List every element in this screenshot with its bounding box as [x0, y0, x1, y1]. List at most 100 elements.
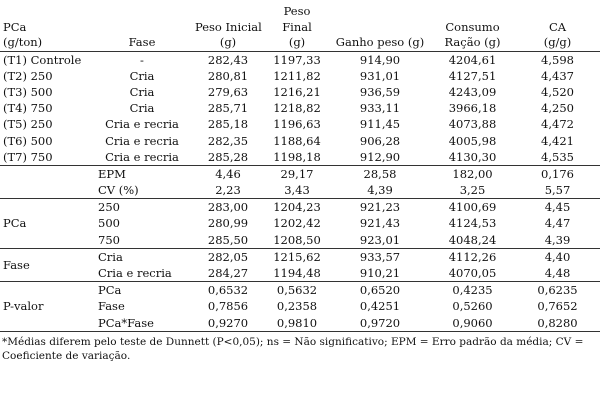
cell: 0,2358 [276, 299, 318, 314]
cell: 921,23 [359, 200, 401, 215]
cell: 4130,30 [430, 148, 515, 166]
section-row: 500 280,99 1202,42 921,43 4124,53 4,47 [0, 215, 600, 231]
header-cell: Fase [92, 4, 192, 52]
cell: 1216,21 [273, 84, 321, 99]
cell: 1204,23 [273, 200, 321, 215]
cell: 4,535 [515, 148, 600, 166]
header-line: Peso Inicial [195, 19, 262, 34]
treatment-row: (T2) 250 Cria 280,81 1211,82 931,01 4127,51 4,… [0, 68, 600, 84]
cell: 3,25 [430, 182, 515, 200]
cell: 1194,48 [264, 264, 330, 283]
cell: 0,6235 [537, 283, 578, 298]
header-cell: CA (g/g) [515, 4, 600, 52]
section-label: PCa [0, 198, 92, 249]
cell: 4,48 [515, 264, 600, 283]
cell: 4,598 [541, 52, 574, 67]
header-line: (g/g) [543, 35, 572, 49]
header-line: Fase [128, 35, 156, 49]
header-line: Ganho peso (g) [335, 35, 425, 49]
cell: CV (%) [92, 182, 192, 200]
header-line: Peso [283, 4, 311, 18]
cell: 936,59 [359, 84, 401, 99]
section-row: Fase Cria 282,05 1215,62 933,57 4112,26 4,40 [0, 248, 600, 283]
cell: 0,7856 [207, 299, 249, 314]
cell: 1196,63 [273, 117, 321, 132]
header-line: (g) [288, 35, 306, 49]
content: PCa (g/ton) Fase Peso Inicial (g) Peso Final (g… [0, 4, 600, 362]
cell: (T2) 250 [3, 68, 53, 83]
cell: 931,01 [359, 68, 401, 83]
cell: 1218,82 [273, 101, 321, 116]
cell: 0,6532 [207, 283, 249, 298]
cell: 1197,33 [273, 52, 321, 67]
cell: Cria e recria [105, 117, 179, 132]
cell: 283,00 [207, 200, 249, 215]
cell: 0,9720 [330, 314, 430, 332]
section-row: Cria e recria 284,27 1194,48 910,21 4070,05 4… [0, 264, 600, 283]
cell: 1198,18 [264, 148, 330, 166]
cell: 285,50 [192, 231, 264, 249]
cell: 0,9060 [430, 314, 515, 332]
header-line: (g) [219, 35, 237, 49]
header-cell: Ganho peso (g) [330, 4, 430, 52]
cell: 0,6520 [359, 283, 401, 298]
header-line: CA [548, 19, 567, 34]
header-cell: PCa (g/ton) [0, 4, 92, 52]
cell: 4127,51 [448, 68, 497, 83]
cell: 1202,42 [273, 216, 321, 231]
cell: PCa [98, 283, 122, 298]
cell: 0,9810 [264, 314, 330, 332]
cell: 28,58 [363, 166, 397, 181]
cell: 4070,05 [430, 264, 515, 283]
cell: 282,05 [207, 249, 249, 264]
cell: 282,35 [207, 133, 249, 148]
section-row: PCa 250 283,00 1204,23 921,23 4100,69 4,45 [0, 198, 600, 249]
cell: 4,46 [215, 166, 241, 181]
cell: 0,5632 [276, 283, 318, 298]
cell: (T4) 750 [3, 101, 53, 116]
footnote: *Médias diferem pelo teste de Dunnett (P… [2, 335, 584, 362]
cell: Fase [98, 299, 125, 314]
cell: Cria e recria [92, 264, 192, 283]
treatment-row: (T1) Controle - 282,43 1197,33 914,90 4204,61… [0, 51, 600, 68]
cell: 4,520 [541, 84, 574, 99]
cell: 1215,62 [273, 249, 321, 264]
cell: 0,8280 [515, 314, 600, 332]
cell: Cria e recria [92, 148, 192, 166]
header-line: Consumo [445, 19, 500, 34]
cell: 923,01 [330, 231, 430, 249]
cell: 500 [98, 216, 120, 231]
cell: (T5) 250 [3, 117, 53, 132]
cell: Cria [129, 84, 155, 99]
treatment-row: (T3) 500 Cria 279,63 1216,21 936,59 4243,09 4,… [0, 84, 600, 100]
cell: 914,90 [359, 52, 401, 67]
cell: (T1) Controle [3, 52, 82, 67]
section-row: EPM 4,46 29,17 28,58 182,00 0,176 [0, 165, 600, 200]
cell: 4,437 [541, 68, 574, 83]
treatment-row: (T5) 250 Cria e recria 285,18 1196,63 911,45… [0, 116, 600, 132]
cell: 0,4251 [359, 299, 401, 314]
cell: 4243,09 [448, 84, 497, 99]
header-cell: Peso Final (g) [264, 4, 330, 52]
header-line: Ração (g) [444, 35, 501, 49]
header-row: PCa (g/ton) Fase Peso Inicial (g) Peso Final (g… [0, 4, 600, 52]
cell: (T6) 500 [3, 133, 53, 148]
cell: 3966,18 [448, 101, 497, 116]
cell: 182,00 [452, 166, 493, 181]
cell: Cria e recria [105, 133, 179, 148]
cell: 910,21 [330, 264, 430, 283]
cell: 1211,82 [273, 68, 321, 83]
cell: 4204,61 [448, 52, 497, 67]
cell: 284,27 [192, 264, 264, 283]
cell: 3,43 [264, 182, 330, 200]
cell: 933,11 [359, 101, 401, 116]
cell: 1208,50 [264, 231, 330, 249]
header-line: Final [282, 19, 312, 34]
cell: 911,45 [359, 117, 401, 132]
cell: 4,47 [544, 216, 571, 231]
header-cell: Peso Inicial (g) [192, 4, 264, 52]
section-row: 750 285,50 1208,50 923,01 4048,24 4,39 [0, 231, 600, 249]
cell: 4,250 [541, 101, 574, 116]
cell: 282,43 [207, 52, 249, 67]
